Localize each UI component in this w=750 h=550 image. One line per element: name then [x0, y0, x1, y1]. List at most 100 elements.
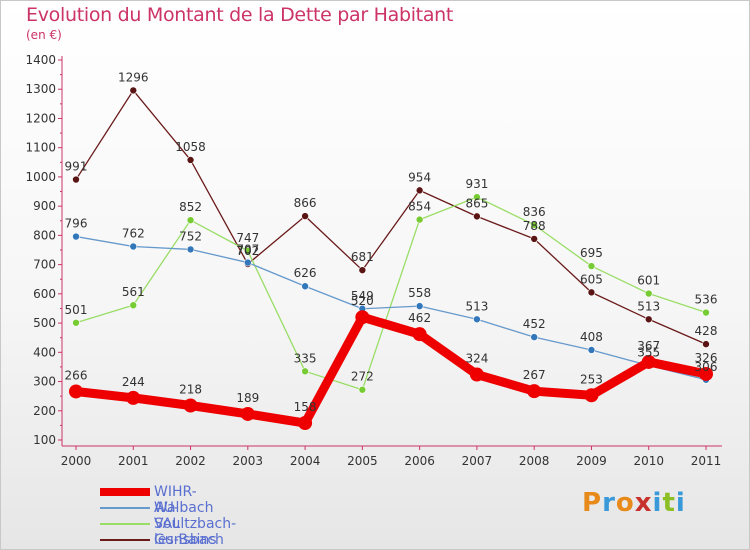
data-label: 272: [351, 370, 374, 384]
logo-letter: t: [662, 488, 676, 518]
data-point: [301, 212, 309, 220]
logo-letter: i: [675, 488, 686, 518]
data-label: 452: [523, 317, 546, 331]
data-point: [641, 354, 656, 369]
data-point: [72, 318, 80, 327]
series-line: [71, 312, 711, 428]
series-line: [75, 235, 707, 381]
data-point: [587, 288, 596, 297]
data-point: [358, 266, 367, 274]
data-label: 253: [580, 372, 603, 386]
data-label: 601: [637, 274, 660, 288]
x-tick-label: 2002: [175, 454, 206, 468]
data-label: 931: [465, 177, 488, 191]
data-point: [298, 416, 313, 431]
data-label: 428: [695, 324, 718, 338]
data-label: 324: [465, 352, 488, 366]
data-point: [358, 385, 367, 394]
x-tick-label: 2010: [633, 454, 664, 468]
data-label: 954: [408, 170, 431, 184]
x-tick-label: 2003: [233, 454, 264, 468]
data-point: [473, 212, 481, 221]
chart-subtitle: (en €): [26, 28, 62, 42]
data-point: [530, 333, 538, 341]
data-label: 681: [351, 250, 374, 264]
data-point: [69, 384, 83, 399]
data-point: [72, 232, 80, 241]
data-label: 1296: [118, 70, 149, 84]
data-point: [244, 258, 252, 267]
legend-swatch: [100, 507, 150, 509]
data-label: 513: [465, 299, 488, 313]
y-tick-label: 1400: [25, 53, 56, 67]
data-point: [702, 308, 710, 317]
data-point: [469, 367, 484, 382]
data-label: 796: [65, 217, 88, 231]
data-point: [699, 366, 713, 381]
legend-label: Soultzbach-les-Bains: [154, 516, 237, 548]
data-point: [415, 215, 424, 224]
data-label: 558: [408, 286, 431, 300]
data-point: [301, 367, 309, 376]
data-label: 306: [695, 360, 718, 374]
x-tick-label: 2011: [691, 454, 722, 468]
legend-swatch: [100, 488, 150, 496]
data-point: [186, 216, 195, 224]
data-point: [126, 390, 141, 405]
data-point: [183, 398, 198, 413]
data-label: 267: [523, 368, 546, 382]
data-point: [129, 242, 138, 251]
data-point: [530, 221, 538, 229]
data-point: [584, 388, 599, 403]
y-tick-label: 400: [33, 345, 56, 359]
legend-label: Gunsbach: [154, 532, 224, 548]
logo-letter: P: [582, 488, 603, 518]
data-point: [587, 346, 596, 354]
legend-swatch: [100, 523, 150, 525]
y-tick-label: 600: [33, 287, 56, 301]
y-tick-label: 1100: [25, 141, 56, 155]
x-tick-label: 2009: [576, 454, 607, 468]
y-tick-label: 1300: [25, 82, 56, 96]
data-point: [473, 315, 481, 324]
data-label: 266: [65, 368, 88, 382]
data-label: 549: [351, 289, 374, 303]
data-label: 501: [65, 303, 88, 317]
data-point: [240, 406, 255, 421]
data-label: 991: [65, 160, 88, 174]
data-label: 1058: [175, 140, 206, 154]
logo-letter: x: [634, 488, 653, 518]
legend-label: Walbach: [154, 500, 214, 516]
data-label: 520: [351, 294, 374, 308]
data-point: [644, 315, 653, 324]
data-point: [129, 86, 138, 95]
data-label: 355: [637, 345, 660, 359]
data-label: 865: [465, 196, 488, 210]
logo-letter: o: [615, 488, 635, 518]
data-label: 561: [122, 285, 145, 299]
data-label: 189: [236, 391, 259, 405]
data-label: 367: [637, 339, 660, 353]
data-point: [415, 186, 424, 195]
data-label: 702: [236, 244, 259, 258]
y-tick-label: 300: [33, 375, 56, 389]
x-tick-label: 2004: [290, 454, 321, 468]
x-tick-label: 2008: [519, 454, 550, 468]
data-label: 854: [408, 200, 431, 214]
data-point: [530, 235, 538, 243]
x-tick-label: 2001: [118, 454, 149, 468]
data-label: 752: [179, 229, 202, 243]
data-label: 836: [523, 205, 546, 219]
data-label: 158: [294, 400, 317, 414]
data-point: [301, 282, 309, 291]
legend-swatch: [100, 539, 150, 541]
x-tick-label: 2007: [462, 454, 493, 468]
data-label: 244: [122, 375, 145, 389]
data-label: 605: [580, 272, 603, 286]
y-tick-label: 800: [33, 228, 56, 242]
data-point: [129, 301, 138, 310]
data-label: 695: [580, 246, 603, 260]
data-label: 747: [236, 231, 259, 245]
data-label: 408: [580, 330, 603, 344]
data-label: 788: [523, 219, 546, 233]
